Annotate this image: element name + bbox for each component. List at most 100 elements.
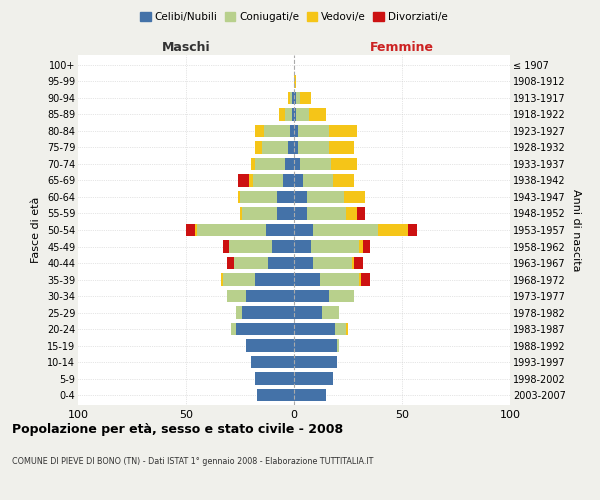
Bar [329, 125, 356, 137]
Bar [277, 208, 294, 220]
Bar [223, 240, 229, 252]
Text: Maschi: Maschi [161, 41, 211, 54]
Bar [294, 208, 307, 220]
Y-axis label: Fasce di età: Fasce di età [31, 197, 41, 263]
Bar [320, 274, 359, 285]
Bar [194, 224, 197, 236]
Bar [240, 191, 277, 203]
Bar [233, 257, 268, 269]
Text: Femmine: Femmine [370, 41, 434, 54]
Bar [248, 174, 253, 186]
Bar [294, 174, 302, 186]
Bar [294, 108, 296, 120]
Bar [294, 389, 326, 402]
Bar [287, 142, 294, 154]
Bar [294, 323, 335, 335]
Bar [227, 290, 247, 302]
Bar [251, 158, 255, 170]
Bar [279, 108, 286, 120]
Bar [294, 290, 329, 302]
Bar [356, 208, 365, 220]
Bar [344, 191, 365, 203]
Bar [331, 158, 356, 170]
Bar [363, 240, 370, 252]
Bar [294, 191, 307, 203]
Bar [322, 306, 340, 318]
Bar [255, 142, 262, 154]
Bar [346, 208, 356, 220]
Bar [257, 389, 294, 402]
Legend: Celibi/Nubili, Coniugati/e, Vedovi/e, Divorziati/e: Celibi/Nubili, Coniugati/e, Vedovi/e, Di… [136, 8, 452, 26]
Bar [309, 108, 326, 120]
Bar [229, 240, 272, 252]
Bar [296, 92, 301, 104]
Bar [290, 125, 294, 137]
Bar [294, 240, 311, 252]
Bar [298, 142, 329, 154]
Bar [313, 224, 378, 236]
Bar [302, 174, 333, 186]
Bar [272, 240, 294, 252]
Bar [186, 224, 194, 236]
Bar [337, 340, 340, 352]
Bar [247, 290, 294, 302]
Text: Popolazione per età, sesso e stato civile - 2008: Popolazione per età, sesso e stato civil… [12, 422, 343, 436]
Bar [221, 274, 223, 285]
Bar [298, 125, 329, 137]
Bar [294, 75, 296, 88]
Bar [294, 158, 301, 170]
Bar [290, 92, 292, 104]
Bar [294, 306, 322, 318]
Bar [294, 356, 337, 368]
Bar [266, 224, 294, 236]
Bar [255, 372, 294, 385]
Bar [197, 224, 266, 236]
Bar [311, 240, 359, 252]
Bar [294, 340, 337, 352]
Bar [292, 108, 294, 120]
Bar [355, 257, 363, 269]
Bar [251, 356, 294, 368]
Bar [301, 158, 331, 170]
Bar [253, 174, 283, 186]
Bar [242, 208, 277, 220]
Bar [294, 372, 333, 385]
Bar [286, 158, 294, 170]
Text: COMUNE DI PIEVE DI BONO (TN) - Dati ISTAT 1° gennaio 2008 - Elaborazione TUTTITA: COMUNE DI PIEVE DI BONO (TN) - Dati ISTA… [12, 458, 373, 466]
Bar [294, 142, 298, 154]
Y-axis label: Anni di nascita: Anni di nascita [571, 188, 581, 271]
Bar [242, 306, 294, 318]
Bar [333, 174, 355, 186]
Bar [294, 224, 313, 236]
Bar [264, 125, 290, 137]
Bar [287, 92, 290, 104]
Bar [352, 257, 355, 269]
Bar [409, 224, 417, 236]
Bar [294, 257, 313, 269]
Bar [268, 257, 294, 269]
Bar [294, 92, 296, 104]
Bar [255, 158, 286, 170]
Bar [236, 323, 294, 335]
Bar [329, 142, 355, 154]
Bar [283, 174, 294, 186]
Bar [359, 274, 361, 285]
Bar [255, 125, 264, 137]
Bar [296, 108, 309, 120]
Bar [313, 257, 352, 269]
Bar [262, 142, 287, 154]
Bar [286, 108, 292, 120]
Bar [378, 224, 409, 236]
Bar [294, 274, 320, 285]
Bar [238, 174, 248, 186]
Bar [240, 208, 242, 220]
Bar [238, 191, 240, 203]
Bar [232, 323, 236, 335]
Bar [307, 208, 346, 220]
Bar [277, 191, 294, 203]
Bar [255, 274, 294, 285]
Bar [294, 125, 298, 137]
Bar [361, 274, 370, 285]
Bar [359, 240, 363, 252]
Bar [329, 290, 355, 302]
